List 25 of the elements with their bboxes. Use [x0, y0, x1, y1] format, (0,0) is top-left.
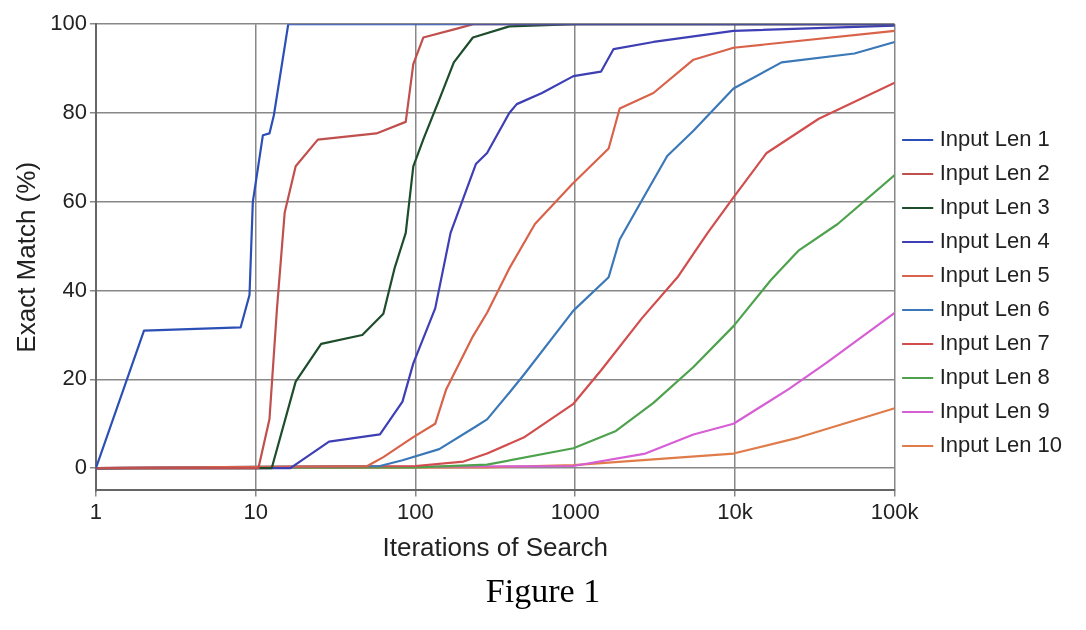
y-tick-label: 40	[62, 276, 87, 302]
y-tick-label: 0	[74, 454, 87, 480]
y-tick-label: 80	[62, 99, 87, 125]
x-tick-label: 100k	[870, 498, 920, 524]
y-tick-label: 60	[62, 187, 87, 213]
y-axis-title: Exact Match (%)	[10, 161, 41, 353]
legend-label: Input Len 1	[939, 126, 1050, 152]
legend-label: Input Len 4	[939, 228, 1050, 254]
legend-label: Input Len 2	[939, 160, 1050, 186]
x-axis-title: Iterations of Search	[382, 531, 609, 562]
x-tick-label: 10	[243, 498, 268, 524]
legend-label: Input Len 9	[939, 398, 1050, 424]
legend-label: Input Len 5	[939, 262, 1050, 288]
legend-label: Input Len 6	[939, 296, 1050, 322]
caption: Figure 1	[484, 572, 602, 610]
legend-label: Input Len 3	[939, 194, 1050, 220]
x-tick-label: 1000	[550, 498, 600, 524]
legend-label: Input Len 10	[939, 432, 1063, 458]
y-tick-label: 100	[50, 10, 87, 36]
legend-label: Input Len 8	[939, 364, 1050, 390]
y-tick-label: 20	[62, 365, 87, 391]
x-tick-label: 10k	[717, 498, 754, 524]
x-tick-label: 100	[397, 498, 434, 524]
x-tick-label: 1	[89, 498, 103, 524]
legend-label: Input Len 7	[939, 330, 1050, 356]
